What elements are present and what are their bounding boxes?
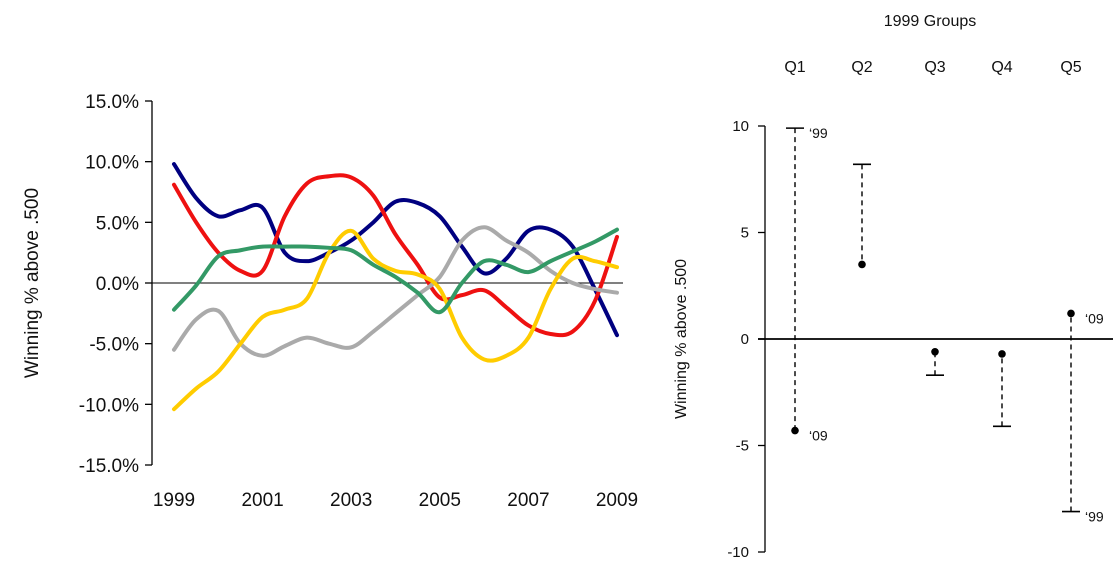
point-annotation: ‘09 — [1085, 310, 1104, 326]
x-tick-label: 2007 — [507, 490, 549, 511]
y-tick-label: -5 — [736, 438, 749, 455]
x-tick-label: 2009 — [596, 490, 638, 511]
y-tick-label: -10.0% — [79, 395, 139, 416]
series-line-4 — [172, 228, 619, 412]
category-label: Q3 — [924, 59, 945, 76]
y-tick-label: 10.0% — [85, 153, 139, 174]
y-tick-label: 0 — [741, 331, 749, 348]
y-tick-label: 15.0% — [85, 92, 139, 113]
point-annotation: ‘99 — [1085, 509, 1104, 525]
series-line-2 — [172, 173, 619, 338]
range-chart-1999-groups: 1999 Groups Q1 Q2 Q3 Q4 Q5 10 5 0 -5 -10 Winning % … — [673, 13, 1113, 561]
y-axis-title: Winning % above .500 — [673, 259, 690, 419]
point-2009-q2 — [858, 260, 866, 269]
category-label: Q1 — [784, 59, 805, 76]
point-annotation: ‘99 — [809, 125, 828, 141]
series-line-5 — [172, 227, 619, 315]
y-axis-title: Winning % above .500 — [22, 188, 43, 378]
series-line-1 — [172, 162, 619, 338]
point-2009-q4 — [998, 350, 1006, 358]
y-tick-label: 0.0% — [96, 274, 139, 295]
point-annotation: ‘09 — [809, 428, 828, 444]
y-tick-label: 5.0% — [96, 213, 139, 234]
category-label: Q2 — [851, 59, 872, 76]
chart-title: 1999 Groups — [884, 13, 977, 30]
x-tick-label: 1999 — [153, 490, 195, 511]
y-tick-label: -15.0% — [79, 456, 139, 477]
x-tick-label: 2003 — [330, 490, 372, 511]
x-tick-label: 2005 — [419, 490, 461, 511]
x-tick-label: 2001 — [241, 490, 283, 511]
point-2009-q1 — [791, 426, 799, 435]
y-tick-label: 10 — [732, 118, 749, 135]
category-label: Q5 — [1060, 59, 1081, 76]
category-label: Q4 — [991, 59, 1012, 76]
point-2009-q3 — [931, 347, 939, 356]
y-tick-label: 5 — [741, 225, 749, 242]
line-chart-winning-pct: 15.0% 10.0% 5.0% 0.0% -5.0% -10.0% -15.0% 1999 2… — [22, 92, 638, 511]
point-2009-q5 — [1067, 309, 1075, 318]
y-tick-label: -5.0% — [89, 335, 139, 356]
y-tick-label: -10 — [727, 544, 749, 561]
